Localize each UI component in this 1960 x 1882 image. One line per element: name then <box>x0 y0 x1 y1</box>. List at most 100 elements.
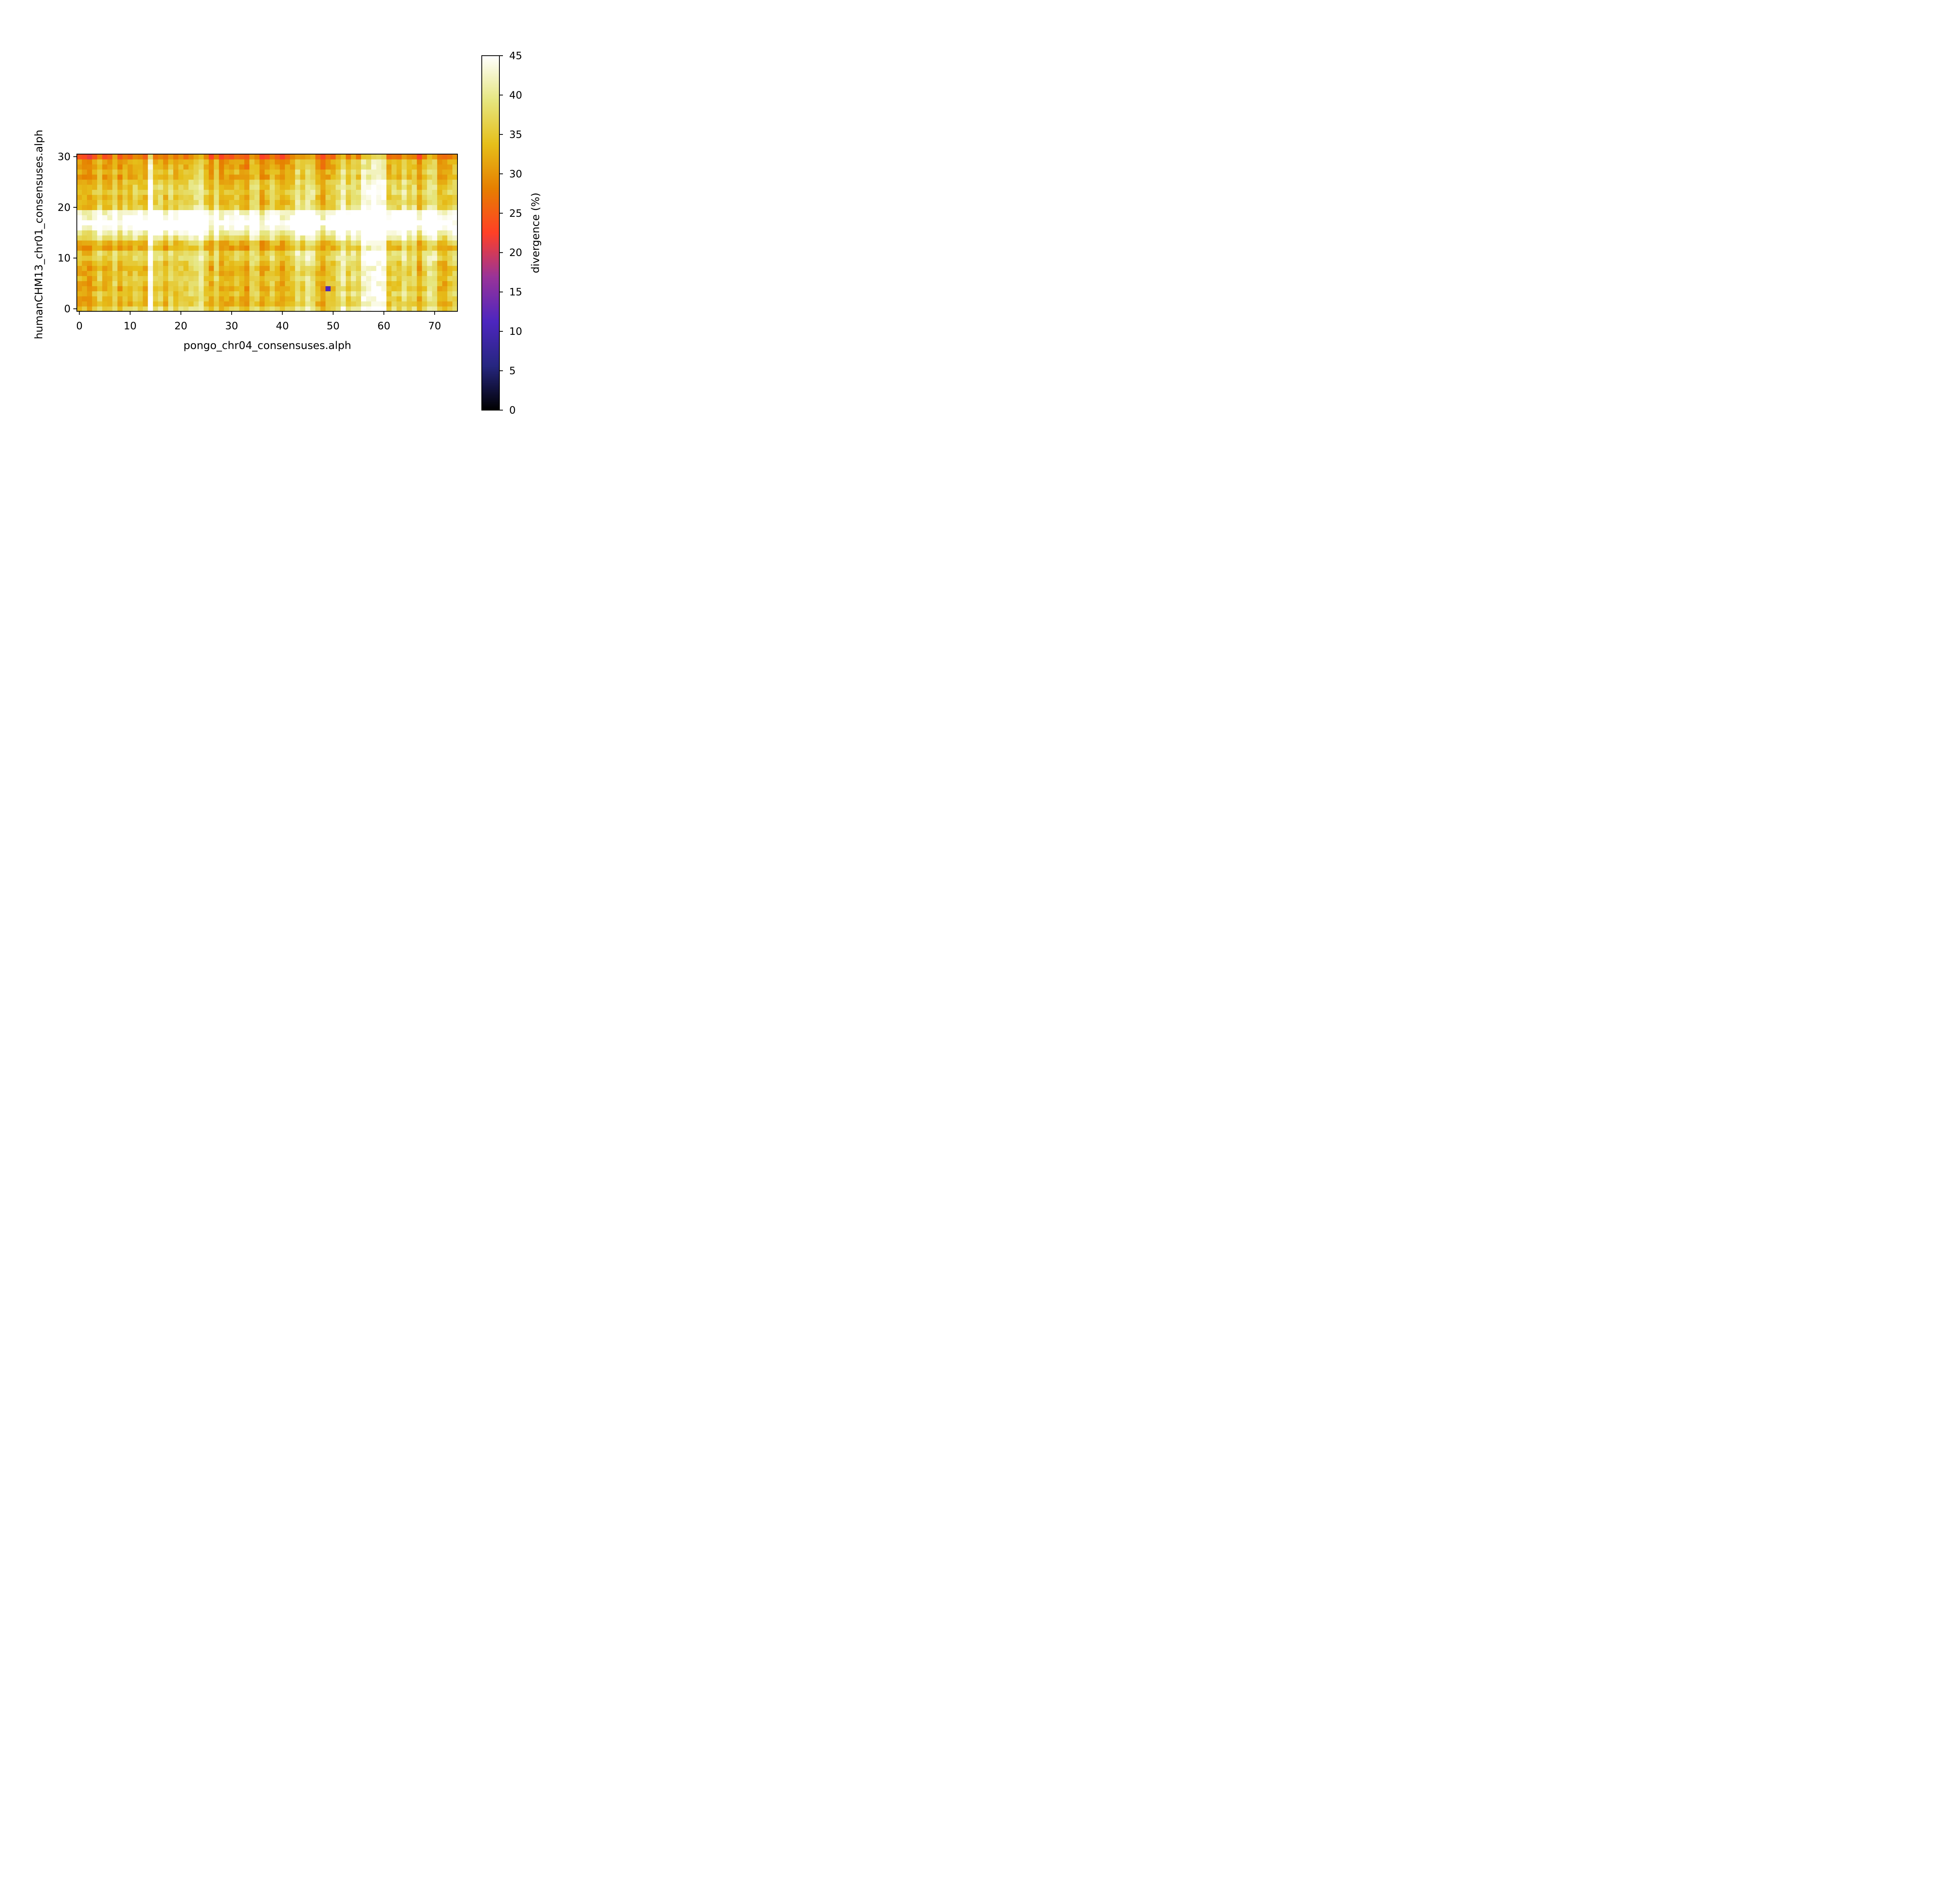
heatmap-cell <box>422 189 427 195</box>
heatmap-cell <box>310 240 316 246</box>
heatmap-cell <box>442 205 448 210</box>
heatmap-cell <box>97 230 103 236</box>
heatmap-cell <box>391 215 397 220</box>
heatmap-cell <box>143 215 148 220</box>
heatmap-cell <box>336 281 341 286</box>
heatmap-cell <box>82 200 87 205</box>
heatmap-cell <box>198 159 204 165</box>
heatmap-cell <box>224 276 229 281</box>
heatmap-cell <box>87 154 93 160</box>
heatmap-cell <box>163 265 169 271</box>
heatmap-cell <box>290 215 296 220</box>
heatmap-cell <box>117 276 123 281</box>
heatmap-cell <box>432 210 437 215</box>
heatmap-cell <box>244 301 250 307</box>
heatmap-cell <box>310 174 316 180</box>
heatmap-cell <box>82 260 87 266</box>
heatmap-cell <box>127 255 133 261</box>
heatmap-cell <box>325 200 331 205</box>
heatmap-cell <box>92 220 98 225</box>
heatmap-cell <box>193 210 199 215</box>
heatmap-cell <box>229 169 234 175</box>
heatmap-cell <box>178 159 184 165</box>
heatmap-cell <box>432 169 437 175</box>
heatmap-cell <box>376 179 382 185</box>
heatmap-cell <box>92 291 98 296</box>
heatmap-cell <box>183 215 189 220</box>
heatmap-cell <box>437 291 443 296</box>
heatmap-cell <box>279 276 285 281</box>
heatmap-cell <box>325 169 331 175</box>
heatmap-cell <box>138 159 143 165</box>
heatmap-cell <box>295 215 301 220</box>
heatmap-cell <box>92 301 98 307</box>
heatmap-cell <box>396 225 402 231</box>
heatmap-cell <box>381 194 387 200</box>
heatmap-cell <box>452 179 458 185</box>
heatmap-cell <box>305 276 311 281</box>
heatmap-cell <box>260 276 265 281</box>
heatmap-cell <box>401 255 407 261</box>
heatmap-cell <box>183 184 189 190</box>
heatmap-cell <box>290 306 296 312</box>
heatmap-cell <box>219 184 225 190</box>
heatmap-cell <box>249 184 255 190</box>
heatmap-cell <box>386 296 392 302</box>
heatmap-cell <box>265 291 270 296</box>
heatmap-cell <box>254 164 260 170</box>
heatmap-cell <box>244 169 250 175</box>
heatmap-cell <box>381 215 387 220</box>
heatmap-cell <box>330 271 336 276</box>
heatmap-cell <box>295 306 301 312</box>
heatmap-cell <box>148 159 153 165</box>
heatmap-cell <box>371 200 377 205</box>
heatmap-cell <box>279 220 285 225</box>
heatmap-cell <box>203 169 209 175</box>
heatmap-cell <box>97 255 103 261</box>
heatmap-cell <box>346 230 351 236</box>
heatmap-cell <box>173 220 179 225</box>
heatmap-cell <box>341 215 346 220</box>
heatmap-cell <box>153 291 158 296</box>
heatmap-cell <box>249 296 255 302</box>
heatmap-cell <box>244 245 250 251</box>
heatmap-cell <box>285 286 290 291</box>
heatmap-cell <box>244 194 250 200</box>
heatmap-cell <box>356 281 361 286</box>
heatmap-cell <box>203 250 209 256</box>
heatmap-cell <box>219 301 225 307</box>
heatmap-cell <box>107 210 113 215</box>
heatmap-cell <box>351 260 356 266</box>
heatmap-cell <box>442 291 448 296</box>
heatmap-cell <box>219 250 225 256</box>
heatmap-cell <box>188 240 194 246</box>
heatmap-cell <box>183 189 189 195</box>
heatmap-cell <box>325 164 331 170</box>
heatmap-cell <box>310 184 316 190</box>
heatmap-cell <box>391 281 397 286</box>
heatmap-cell <box>376 235 382 241</box>
heatmap-cell <box>193 230 199 236</box>
heatmap-cell <box>412 200 417 205</box>
heatmap-cell <box>336 265 341 271</box>
heatmap-cell <box>336 184 341 190</box>
heatmap-cell <box>117 240 123 246</box>
heatmap-cell <box>285 250 290 256</box>
heatmap-cell <box>260 220 265 225</box>
heatmap-cell <box>239 210 245 215</box>
heatmap-cell <box>396 250 402 256</box>
heatmap-cell <box>290 200 296 205</box>
heatmap-cell <box>163 276 169 281</box>
heatmap-cell <box>437 250 443 256</box>
heatmap-cell <box>351 169 356 175</box>
heatmap-cell <box>325 281 331 286</box>
heatmap-cell <box>330 194 336 200</box>
heatmap-cell <box>173 271 179 276</box>
heatmap-cell <box>285 306 290 312</box>
heatmap-cell <box>407 260 412 266</box>
heatmap-cell <box>82 184 87 190</box>
heatmap-cell <box>260 291 265 296</box>
heatmap-cell <box>407 250 412 256</box>
heatmap-cell <box>260 281 265 286</box>
heatmap-cell <box>295 189 301 195</box>
